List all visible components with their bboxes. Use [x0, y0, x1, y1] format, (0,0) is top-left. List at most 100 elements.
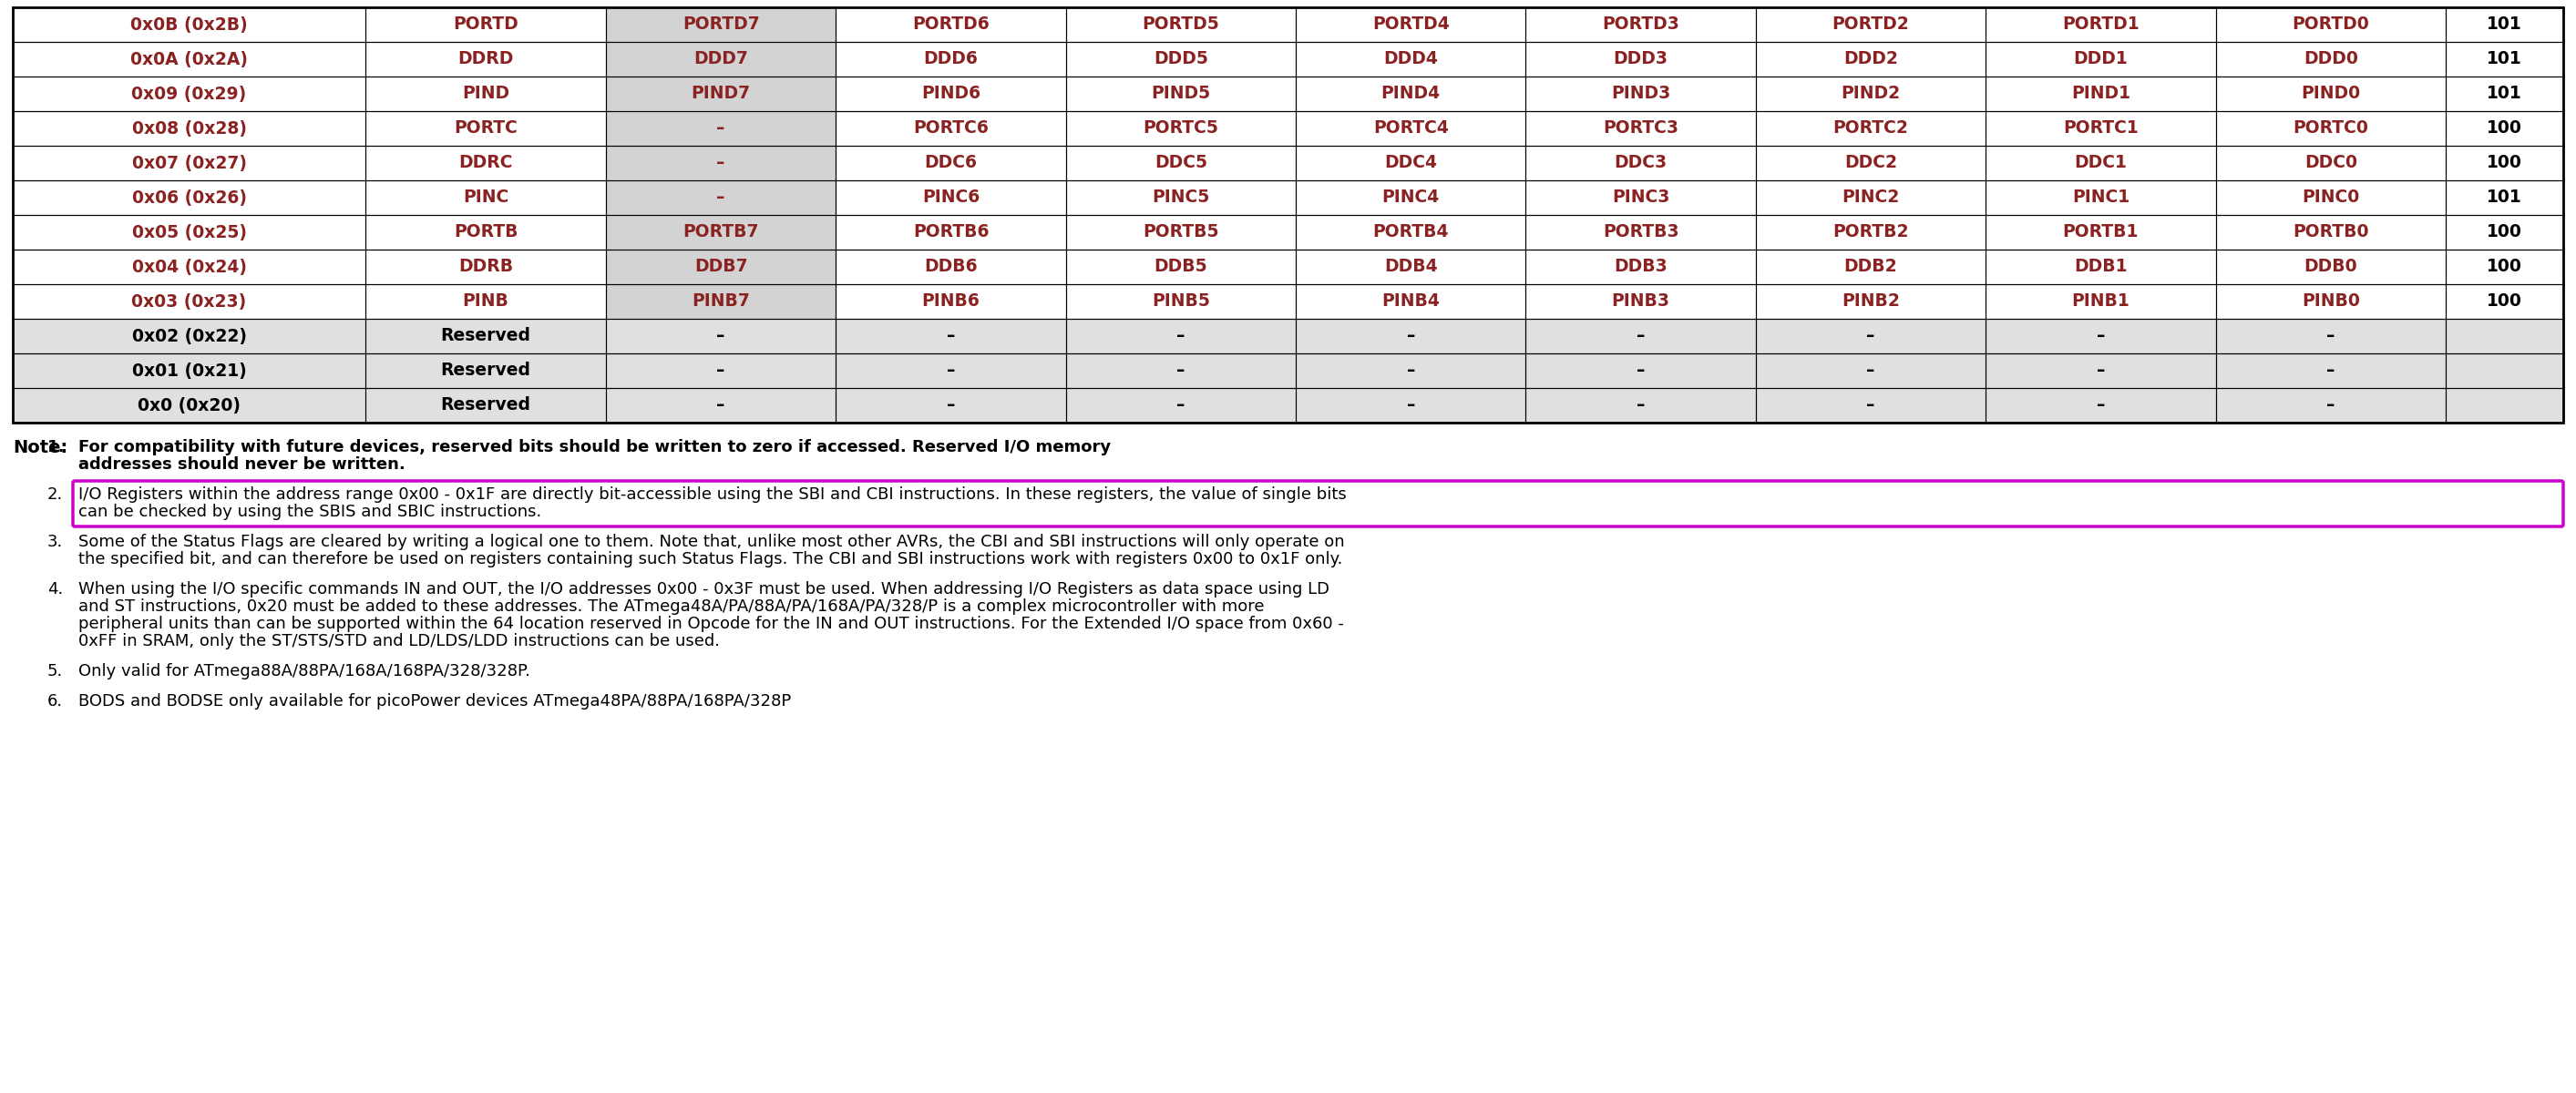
Bar: [2445, 111, 2563, 145]
Bar: [1296, 319, 1525, 353]
Bar: [2215, 145, 2445, 180]
Text: 101: 101: [2486, 16, 2522, 33]
Bar: [605, 42, 837, 77]
Text: PORTB6: PORTB6: [912, 224, 989, 240]
Bar: [1525, 145, 1757, 180]
Bar: [2445, 388, 2563, 423]
Text: –: –: [2097, 362, 2105, 379]
Bar: [1757, 145, 1986, 180]
Text: –: –: [945, 397, 956, 414]
Text: I/O Registers within the address range 0x00 - 0x1F are directly bit-accessible u: I/O Registers within the address range 0…: [77, 486, 1347, 503]
Bar: [1066, 180, 1296, 215]
Text: 2.: 2.: [46, 486, 62, 503]
Bar: [837, 388, 1066, 423]
Bar: [366, 8, 605, 42]
Bar: [837, 77, 1066, 111]
Bar: [1757, 319, 1986, 353]
Bar: [1066, 215, 1296, 249]
Text: –: –: [1636, 328, 1646, 344]
Bar: [837, 284, 1066, 319]
Text: 0x0A (0x2A): 0x0A (0x2A): [131, 50, 247, 68]
Text: –: –: [945, 362, 956, 379]
Bar: [13, 77, 366, 111]
Bar: [13, 111, 366, 145]
Text: PORTB2: PORTB2: [1832, 224, 1909, 240]
Bar: [1525, 249, 1757, 284]
Bar: [2445, 353, 2563, 388]
Bar: [1986, 77, 2215, 111]
Bar: [1066, 77, 1296, 111]
Bar: [1986, 249, 2215, 284]
Text: PORTB5: PORTB5: [1144, 224, 1218, 240]
Text: 0x03 (0x23): 0x03 (0x23): [131, 293, 247, 310]
Text: DDC5: DDC5: [1154, 154, 1208, 172]
Text: 101: 101: [2486, 85, 2522, 103]
Bar: [366, 319, 605, 353]
Bar: [2445, 42, 2563, 77]
Bar: [366, 388, 605, 423]
Bar: [1525, 111, 1757, 145]
Text: PORTC3: PORTC3: [1602, 120, 1680, 137]
Bar: [837, 353, 1066, 388]
Bar: [605, 77, 837, 111]
Text: DDD2: DDD2: [1844, 50, 1899, 68]
Bar: [2215, 180, 2445, 215]
Bar: [1066, 42, 1296, 77]
Text: Only valid for ATmega88A/88PA/168A/168PA/328/328P.: Only valid for ATmega88A/88PA/168A/168PA…: [77, 663, 531, 680]
Bar: [366, 145, 605, 180]
Text: PIND: PIND: [461, 85, 510, 103]
Bar: [2445, 8, 2563, 42]
Bar: [605, 353, 837, 388]
Bar: [13, 77, 366, 111]
Bar: [1525, 42, 1757, 77]
Bar: [1066, 111, 1296, 145]
Bar: [1986, 353, 2215, 388]
Bar: [1066, 249, 1296, 284]
Bar: [1296, 111, 1525, 145]
Text: DDD1: DDD1: [2074, 50, 2128, 68]
Bar: [1296, 388, 1525, 423]
Text: –: –: [1636, 397, 1646, 414]
Bar: [2445, 353, 2563, 388]
Text: BODS and BODSE only available for picoPower devices ATmega48PA/88PA/168PA/328P: BODS and BODSE only available for picoPo…: [77, 693, 791, 709]
Bar: [605, 77, 837, 111]
Text: DDB6: DDB6: [925, 258, 979, 275]
Text: PINB: PINB: [464, 293, 510, 310]
Bar: [13, 388, 366, 423]
Text: DDD5: DDD5: [1154, 50, 1208, 68]
Bar: [1525, 8, 1757, 42]
Text: Reserved: Reserved: [440, 397, 531, 414]
Bar: [1986, 8, 2215, 42]
Bar: [1296, 249, 1525, 284]
Bar: [837, 319, 1066, 353]
Bar: [837, 42, 1066, 77]
Bar: [1757, 249, 1986, 284]
Bar: [605, 145, 837, 180]
Text: PORTC: PORTC: [453, 120, 518, 137]
Bar: [13, 180, 366, 215]
Bar: [366, 249, 605, 284]
Text: PINB7: PINB7: [693, 293, 750, 310]
Text: PINB4: PINB4: [1381, 293, 1440, 310]
Bar: [1525, 180, 1757, 215]
Bar: [2215, 319, 2445, 353]
Text: DDC6: DDC6: [925, 154, 976, 172]
Text: For compatibility with future devices, reserved bits should be written to zero i: For compatibility with future devices, r…: [77, 439, 1110, 456]
Bar: [1296, 111, 1525, 145]
Bar: [605, 111, 837, 145]
Bar: [1986, 284, 2215, 319]
Bar: [1296, 77, 1525, 111]
Bar: [2215, 388, 2445, 423]
Bar: [366, 353, 605, 388]
Bar: [837, 388, 1066, 423]
Text: DDD4: DDD4: [1383, 50, 1437, 68]
Bar: [1757, 8, 1986, 42]
Bar: [13, 42, 366, 77]
Text: PORTD3: PORTD3: [1602, 16, 1680, 33]
Text: DDB5: DDB5: [1154, 258, 1208, 275]
Bar: [1296, 319, 1525, 353]
Text: PORTB7: PORTB7: [683, 224, 760, 240]
Bar: [13, 8, 366, 42]
Text: PINB0: PINB0: [2300, 293, 2360, 310]
Text: PORTC1: PORTC1: [2063, 120, 2138, 137]
